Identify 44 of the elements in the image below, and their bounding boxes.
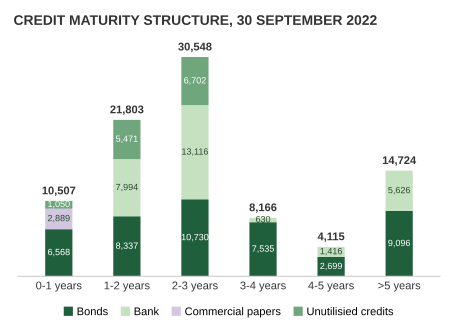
x-tick-label: 1-2 years [104,282,150,292]
data-label: 13,116 [182,148,208,156]
total-label: 10,507 [42,186,76,196]
legend-label: Bonds [78,307,108,316]
bar [249,222,277,276]
data-label: 1,416 [320,248,342,256]
bar [113,159,140,216]
total-label: 8,166 [249,203,277,213]
data-label: 630 [256,216,270,222]
x-tick-label: >5 years [378,282,420,292]
data-label: 5,626 [388,186,410,194]
total-label: 21,803 [110,105,144,115]
legend-label: Bank [134,307,160,316]
total-label: 4,115 [318,232,344,242]
bar [249,218,277,222]
data-label: 10,730 [182,234,208,242]
bar [45,229,72,276]
chart-title: CREDIT MATURITY STRUCTURE, 30 SEPTEMBER 2022 [14,15,377,28]
bar [45,208,72,230]
data-label: 6,568 [48,248,70,256]
bar [181,199,209,276]
data-label: 9,096 [388,240,410,248]
total-label: 14,724 [382,156,416,166]
data-label: 7,994 [116,184,138,192]
x-tick-label: 3-4 years [240,282,286,292]
data-label: 6,702 [184,77,206,85]
legend-label: Unutilisied credits [307,307,394,316]
bar [386,211,413,276]
data-label: 2,889 [48,214,70,222]
data-label: 2,699 [320,262,342,270]
x-tick-label: 0-1 years [36,282,82,292]
bar [181,105,209,200]
x-tick-label: 2-3 years [172,282,218,292]
data-label: 5,471 [116,136,138,143]
bar [386,170,413,212]
bar [113,120,140,160]
data-label: 8,337 [116,242,138,250]
legend-label: Commercial papers [185,307,281,318]
bar [113,216,140,276]
x-tick-label: 4-5 years [308,282,354,292]
total-label: 30,548 [178,42,212,52]
data-label: 7,535 [252,245,274,253]
data-label: 1,050 [48,200,70,208]
bar [181,57,209,106]
